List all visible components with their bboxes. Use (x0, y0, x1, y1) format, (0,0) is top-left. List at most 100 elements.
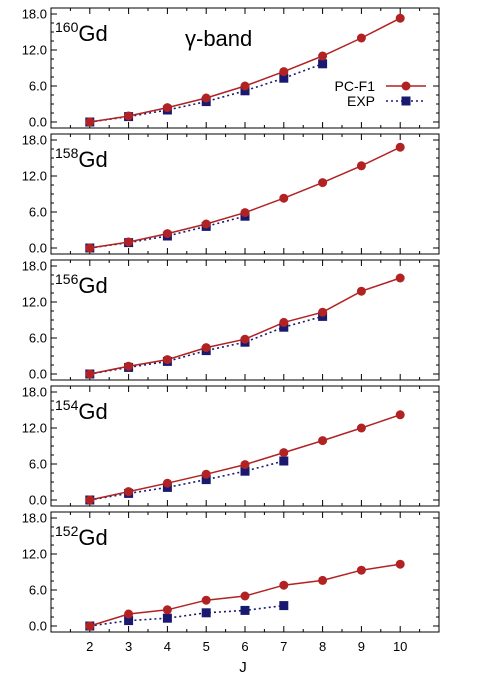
point-pcf1 (240, 334, 250, 344)
band-annotation: γ-band (185, 26, 252, 51)
point-pcf1 (395, 559, 405, 569)
panel-156-gd: 0.0 6.0 12.0 18.0 156Gd (22, 259, 440, 382)
nucleus-label: 160Gd (55, 19, 108, 46)
point-pcf1 (318, 51, 328, 61)
element-symbol: Gd (78, 273, 107, 298)
series-line-exp (89, 604, 284, 627)
point-pcf1 (201, 93, 211, 103)
point-pcf1 (85, 243, 95, 253)
point-pcf1 (395, 142, 405, 152)
y-tick-label: 18.0 (22, 133, 47, 148)
point-exp (279, 322, 289, 332)
x-tick-label: 9 (358, 639, 365, 654)
point-pcf1 (395, 410, 405, 420)
x-tick-label: 8 (319, 639, 326, 654)
mass-number: 160 (55, 19, 79, 35)
panel-frame (50, 259, 440, 381)
point-pcf1 (124, 361, 134, 371)
mass-number: 156 (55, 271, 79, 287)
point-pcf1 (279, 580, 289, 590)
mass-number: 154 (55, 397, 79, 413)
y-tick-label: 12.0 (22, 421, 47, 436)
x-tick-label: 3 (125, 639, 132, 654)
element-symbol: Gd (78, 399, 107, 424)
point-pcf1 (279, 193, 289, 203)
point-pcf1 (124, 609, 134, 619)
x-tick-label: 4 (164, 639, 171, 654)
point-pcf1 (124, 111, 134, 121)
point-pcf1 (279, 67, 289, 77)
element-symbol: Gd (78, 525, 107, 550)
point-pcf1 (356, 565, 366, 575)
point-pcf1 (318, 307, 328, 317)
nucleus-label: 158Gd (55, 145, 108, 172)
legend-marker-pcf1 (401, 81, 411, 91)
x-tick-label: 10 (393, 639, 407, 654)
point-pcf1 (162, 355, 172, 365)
element-symbol: Gd (78, 21, 107, 46)
mass-number: 158 (55, 145, 79, 161)
y-tick-label: 12.0 (22, 169, 47, 184)
point-exp (240, 86, 250, 96)
nucleus-label: 154Gd (55, 397, 108, 424)
y-tick-label: 12.0 (22, 295, 47, 310)
y-tick-label: 0.0 (29, 619, 47, 634)
point-pcf1 (201, 595, 211, 605)
point-pcf1 (240, 208, 250, 218)
x-tick-label: 2 (86, 639, 93, 654)
panel-158-gd: 0.0 6.0 12.0 18.0 158Gd (22, 133, 440, 256)
point-exp (162, 613, 172, 623)
point-exp (124, 616, 134, 626)
point-pcf1 (395, 13, 405, 23)
y-tick-label: 6.0 (29, 331, 47, 346)
point-pcf1 (356, 33, 366, 43)
y-tick-label: 18.0 (22, 7, 47, 22)
point-pcf1 (85, 495, 95, 505)
point-exp (279, 73, 289, 83)
point-pcf1 (201, 219, 211, 229)
point-pcf1 (395, 273, 405, 283)
point-pcf1 (201, 469, 211, 479)
x-tick-label: 7 (280, 639, 287, 654)
nucleus-label: 156Gd (55, 271, 108, 298)
panel-152-gd: 0.0 6.0 12.0 18.0 152Gd (22, 511, 440, 634)
point-pcf1 (356, 286, 366, 296)
panel-frame (50, 133, 440, 255)
y-tick-label: 0.0 (29, 241, 47, 256)
point-exp (201, 608, 211, 618)
y-tick-label: 18.0 (22, 511, 47, 526)
series-line-pcf1 (89, 277, 401, 375)
x-tick-label: 6 (241, 639, 248, 654)
x-tick-label: 5 (203, 639, 210, 654)
y-tick-label: 6.0 (29, 79, 47, 94)
panel-154-gd: 0.0 6.0 12.0 18.0 154Gd (22, 385, 440, 508)
legend-label-pcf1: PC-F1 (335, 78, 376, 94)
point-pcf1 (318, 436, 328, 446)
point-pcf1 (356, 161, 366, 171)
point-pcf1 (162, 229, 172, 239)
panel-frame (50, 385, 440, 507)
point-pcf1 (279, 317, 289, 327)
y-tick-label: 0.0 (29, 367, 47, 382)
element-symbol: Gd (78, 147, 107, 172)
series-line-pcf1 (89, 414, 401, 501)
point-exp (240, 466, 250, 476)
point-exp (240, 605, 250, 615)
y-tick-label: 6.0 (29, 457, 47, 472)
point-exp (279, 456, 289, 466)
mass-number: 152 (55, 523, 79, 539)
y-tick-label: 6.0 (29, 583, 47, 598)
point-pcf1 (318, 575, 328, 585)
point-pcf1 (240, 81, 250, 91)
point-pcf1 (85, 621, 95, 631)
point-pcf1 (162, 103, 172, 113)
point-pcf1 (162, 478, 172, 488)
point-pcf1 (240, 460, 250, 470)
point-pcf1 (85, 117, 95, 127)
legend-label-exp: EXP (347, 93, 375, 109)
y-tick-label: 0.0 (29, 115, 47, 130)
nucleus-label: 152Gd (55, 523, 108, 550)
point-pcf1 (240, 591, 250, 601)
